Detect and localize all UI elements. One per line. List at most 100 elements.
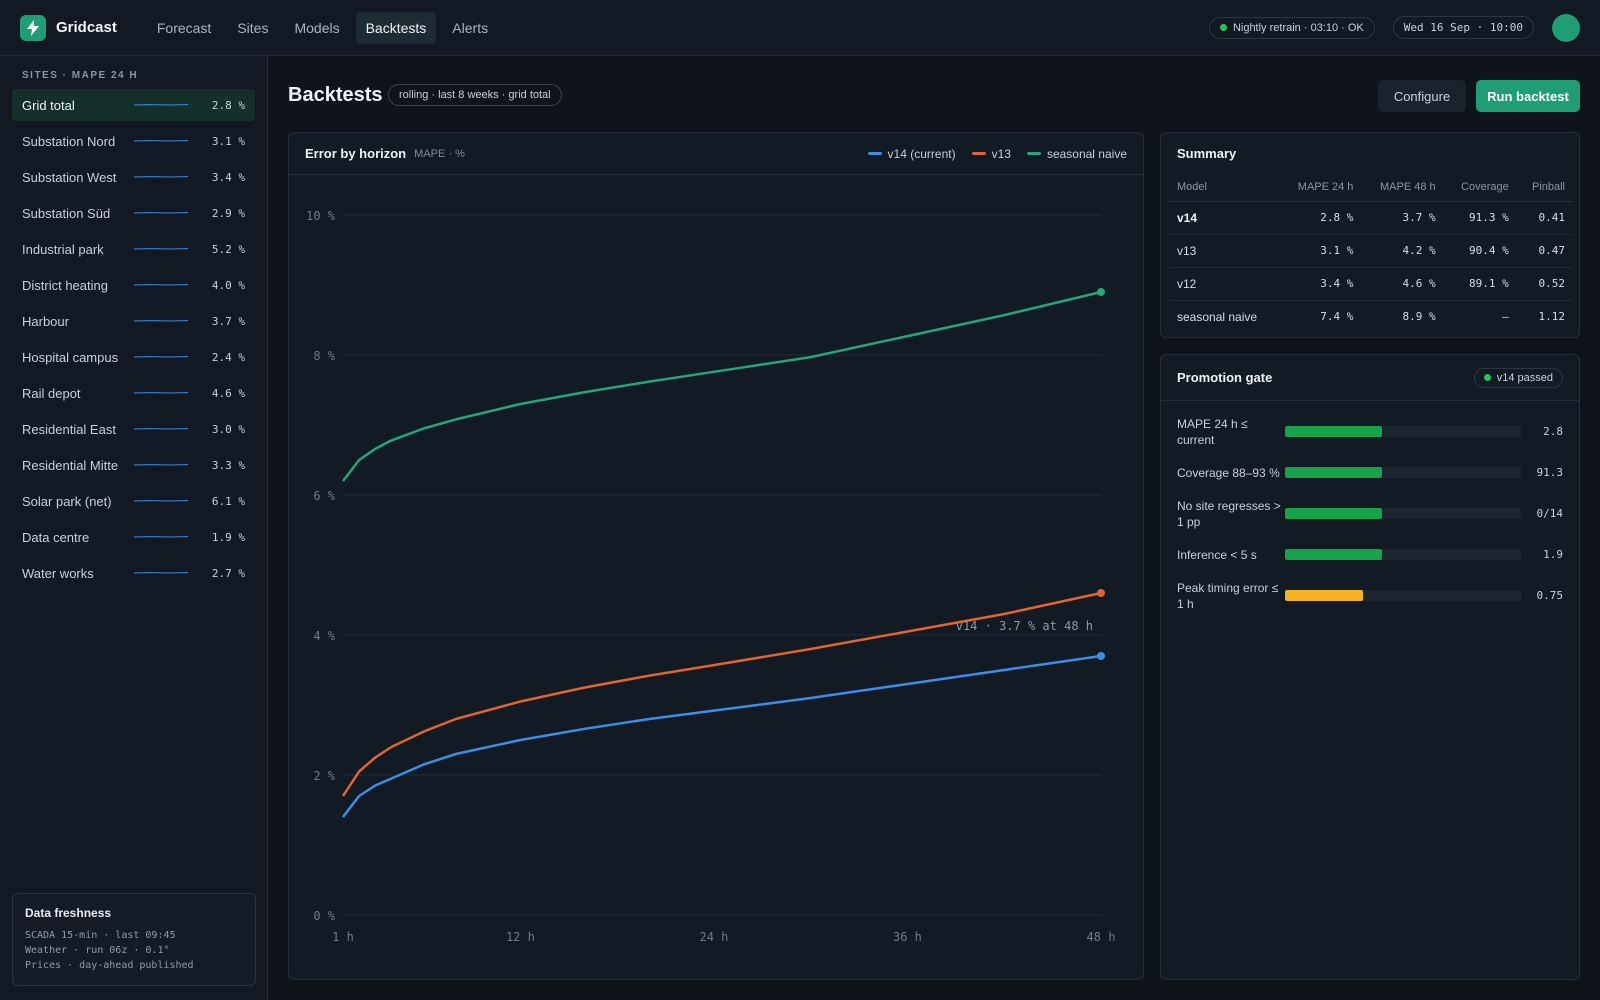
sparkline	[133, 500, 189, 502]
site-mape-value: 3.7 %	[211, 314, 245, 328]
x-tick-label: 24 h	[699, 930, 728, 944]
site-mape-value: 5.2 %	[211, 242, 245, 256]
summary-cell: 3.4 %	[1279, 267, 1362, 301]
summary-cell: —	[1502, 310, 1509, 324]
sidebar-site-item[interactable]: Rail depot 4.6 %	[12, 377, 255, 409]
nav-backtests[interactable]: Backtests	[355, 11, 437, 44]
gate-criterion: Peak timing error ≤ 1 h 0.75	[1161, 575, 1579, 616]
summary-row[interactable]: seasonal naive 7.4 % 8.9 % — 1.12	[1169, 300, 1573, 333]
site-mape-value: 2.8 %	[211, 98, 245, 112]
sidebar-site-item[interactable]: Harbour 3.7 %	[12, 305, 255, 337]
legend-swatch	[867, 152, 882, 155]
legend-v13[interactable]: v13	[971, 147, 1011, 161]
site-mape-value: 1.9 %	[211, 530, 245, 544]
site-mape-value: 6.1 %	[211, 494, 245, 508]
nav-alerts[interactable]: Alerts	[452, 19, 489, 36]
data-freshness-card: Data freshness SCADA 15-min · last 09:45…	[12, 893, 256, 986]
sidebar-site-item[interactable]: Water works 2.7 %	[12, 557, 255, 589]
site-name: Grid total	[22, 97, 75, 113]
retrain-status-pill[interactable]: Nightly retrain · 03:10 · OK	[1208, 16, 1375, 39]
configure-button[interactable]: Configure	[1378, 80, 1466, 112]
summary-cell: 91.3 %	[1443, 201, 1517, 235]
y-tick-label: 2 %	[313, 769, 335, 783]
gate-criterion-label: Inference < 5 s	[1177, 547, 1257, 562]
sidebar: SITES · MAPE 24 H Grid total 2.8 % Substat…	[0, 56, 268, 1000]
avatar[interactable]	[1552, 13, 1580, 42]
sidebar-site-item[interactable]: Grid total 2.8 %	[12, 89, 255, 121]
sidebar-site-item[interactable]: Hospital campus 2.4 %	[12, 341, 255, 373]
site-mape-value: 3.3 %	[211, 458, 245, 472]
x-tick-label: 48 h	[1087, 930, 1116, 944]
status-dot-icon	[1219, 24, 1227, 31]
site-name: Residential East	[22, 421, 116, 437]
gate-criterion: MAPE 24 h ≤ current 2.8	[1161, 411, 1579, 452]
site-name: Water works	[22, 565, 94, 581]
sidebar-site-item[interactable]: Substation West 3.4 %	[12, 161, 255, 193]
summary-row[interactable]: v14 2.8 % 3.7 % 91.3 % 0.41	[1169, 201, 1573, 235]
legend-seasonal-naive[interactable]: seasonal naive	[1026, 147, 1127, 161]
gate-progress-bar	[1285, 549, 1521, 560]
main-nav: Forecast Sites Models Backtests Alerts	[147, 11, 498, 44]
site-name: Rail depot	[22, 385, 81, 401]
gate-status-badge: v14 passed	[1473, 367, 1563, 388]
nav-models[interactable]: Models	[294, 19, 340, 36]
nav-forecast[interactable]: Forecast	[156, 19, 212, 36]
gate-criterion-label: MAPE 24 h ≤ current	[1177, 416, 1248, 447]
site-name: District heating	[22, 277, 108, 293]
y-tick-label: 8 %	[313, 349, 335, 363]
x-tick-label: 36 h	[893, 930, 922, 944]
y-tick-label: 10 %	[306, 209, 336, 223]
sidebar-site-item[interactable]: Residential East 3.0 %	[12, 413, 255, 445]
sidebar-site-item[interactable]: Data centre 1.9 %	[12, 521, 255, 553]
site-name: Industrial park	[22, 241, 104, 257]
summary-cell: 3.7 %	[1361, 201, 1444, 235]
sidebar-site-item[interactable]: Residential Mitte 3.3 %	[12, 449, 255, 481]
gate-criterion: Inference < 5 s 1.9	[1161, 534, 1579, 575]
site-name: Solar park (net)	[22, 493, 112, 509]
site-mape-value: 3.1 %	[211, 134, 245, 148]
summary-cell: 8.9 %	[1402, 310, 1436, 324]
summary-cell: 4.2 %	[1361, 234, 1444, 268]
legend-v14[interactable]: v14 (current)	[867, 147, 956, 161]
y-tick-label: 0 %	[313, 909, 335, 923]
gate-criterion: No site regresses > 1 pp 0/14	[1161, 493, 1579, 534]
x-tick-label: 12 h	[506, 930, 535, 944]
site-name: Substation West	[22, 169, 117, 185]
gate-progress-fill	[1285, 426, 1382, 437]
site-mape-value: 3.4 %	[211, 170, 245, 184]
sidebar-site-item[interactable]: Solar park (net) 6.1 %	[12, 485, 255, 517]
gate-criterion-label: No site regresses > 1 pp	[1177, 498, 1281, 529]
sidebar-site-item[interactable]: District heating 4.0 %	[12, 269, 255, 301]
series-line-1	[341, 591, 1102, 797]
gate-criterion-value: 0/14	[1536, 507, 1564, 520]
backtest-scope-pill[interactable]: rolling · last 8 weeks · grid total	[388, 84, 562, 106]
summary-panel: Summary Model MAPE 24 h MAPE 48 h Coverage P…	[1160, 132, 1580, 338]
site-name: Substation Süd	[22, 205, 111, 221]
summary-model-name: v14	[1169, 201, 1280, 235]
gate-progress-fill	[1285, 549, 1382, 560]
summary-row[interactable]: v13 3.1 % 4.2 % 90.4 % 0.47	[1169, 234, 1573, 268]
summary-model-name: seasonal naive	[1177, 309, 1258, 324]
status-dot-icon	[1483, 374, 1491, 381]
legend-swatch	[1026, 152, 1041, 155]
series-endpoint-1	[1097, 589, 1105, 597]
summary-model-name: v12	[1169, 267, 1280, 301]
summary-cell: 0.47	[1516, 234, 1573, 268]
gate-progress-bar	[1285, 426, 1521, 437]
sparkline	[133, 140, 189, 142]
nav-sites[interactable]: Sites	[237, 19, 269, 36]
gate-criterion: Coverage 88–93 % 91.3	[1161, 452, 1579, 493]
summary-row[interactable]: v12 3.4 % 4.6 % 89.1 % 0.52	[1169, 267, 1573, 301]
summary-column-header: Model	[1169, 173, 1280, 202]
app-name[interactable]: Gridcast	[56, 19, 117, 36]
sidebar-site-item[interactable]: Substation Süd 2.9 %	[12, 197, 255, 229]
sparkline	[133, 464, 189, 466]
sidebar-site-item[interactable]: Industrial park 5.2 %	[12, 233, 255, 265]
gate-criterion-label: Peak timing error ≤ 1 h	[1177, 580, 1279, 611]
bolt-icon[interactable]	[20, 14, 46, 41]
gate-progress-fill	[1285, 590, 1363, 601]
summary-table: Model MAPE 24 h MAPE 48 h Coverage Pinball v…	[1169, 173, 1573, 333]
chart-subtitle: MAPE · %	[414, 147, 465, 160]
sidebar-site-item[interactable]: Substation Nord 3.1 %	[12, 125, 255, 157]
run-backtest-button[interactable]: Run backtest	[1476, 80, 1580, 112]
